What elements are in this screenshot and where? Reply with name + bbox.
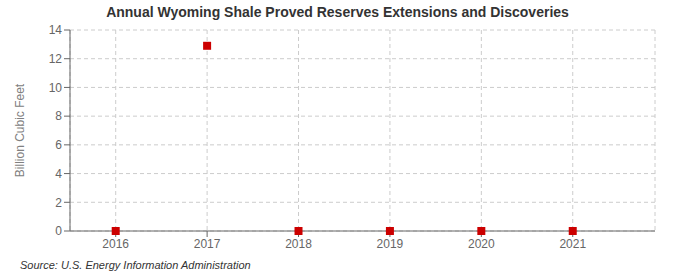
svg-text:2016: 2016 (102, 237, 129, 251)
html-text:Annual Wyoming Shale Proved Re: Annual Wyoming Shale Proved Reserves Ext… (106, 4, 569, 20)
svg-text:2021: 2021 (559, 237, 586, 251)
svg-text:6: 6 (55, 138, 62, 152)
svg-text:0: 0 (55, 224, 62, 238)
svg-text:14: 14 (49, 24, 63, 37)
svg-text:4: 4 (55, 167, 62, 181)
svg-text:2019: 2019 (377, 237, 404, 251)
svg-text:2017: 2017 (194, 237, 221, 251)
svg-text:2018: 2018 (285, 237, 312, 251)
svg-text:2: 2 (55, 196, 62, 210)
html-text:Source: U.S. Energy Informatio: Source: U.S. Energy Information Administ… (20, 259, 251, 271)
svg-text:10: 10 (49, 81, 63, 95)
svg-text:Billion Cubic Feet: Billion Cubic Feet (13, 83, 27, 177)
svg-text:8: 8 (55, 109, 62, 123)
svg-text:12: 12 (49, 52, 63, 66)
svg-text:2020: 2020 (468, 237, 495, 251)
